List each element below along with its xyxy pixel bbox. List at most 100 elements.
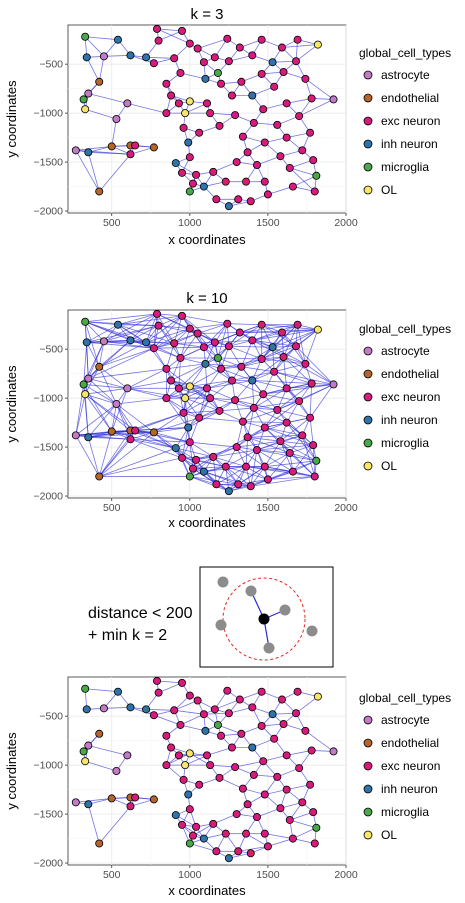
cell-point: [195, 413, 204, 422]
graph-edge: [210, 397, 236, 401]
cell-point: [184, 790, 193, 799]
cell-point: [213, 353, 222, 362]
graph-edge: [292, 827, 317, 839]
graph-edge: [117, 324, 159, 327]
graph-edge: [75, 435, 100, 477]
graph-edge: [280, 440, 316, 477]
cell-point: [95, 187, 104, 196]
radius-circle: [222, 577, 306, 661]
graph-edge: [203, 345, 229, 348]
cell-point: [252, 161, 261, 170]
center-point: [258, 613, 270, 625]
cell-point: [282, 418, 291, 427]
x-tick-label: 1000: [178, 869, 202, 881]
cell-point: [309, 156, 318, 165]
graph-edge: [166, 343, 175, 369]
graph-edge: [103, 340, 154, 349]
cell-point: [82, 53, 91, 62]
graph-edge: [85, 393, 117, 405]
graph-edge: [156, 28, 190, 44]
cell-point: [193, 329, 202, 338]
graph-edge: [247, 407, 255, 438]
legend-swatch: [363, 738, 373, 748]
graph-edge: [261, 324, 318, 330]
graph-edge: [274, 371, 312, 384]
graph-edge: [84, 394, 89, 438]
cell-point: [199, 467, 208, 476]
cell-point: [184, 423, 193, 432]
cell-point: [234, 847, 243, 856]
graph-edge: [203, 712, 229, 715]
cell-point: [193, 696, 202, 705]
cell-point: [227, 376, 236, 385]
cell-point: [84, 89, 93, 98]
graph-edge: [99, 457, 183, 477]
graph-edge: [166, 397, 189, 428]
cell-point: [248, 336, 257, 345]
cell-point: [298, 146, 307, 155]
x-tick-label: 1000: [178, 217, 202, 229]
graph-edge: [183, 410, 220, 414]
graph-edge: [88, 378, 117, 405]
graph-edge: [203, 323, 228, 348]
graph-edge: [199, 417, 243, 423]
cell-point: [179, 408, 188, 417]
graph-edge: [111, 403, 117, 432]
cell-point: [268, 343, 277, 352]
cell-point: [195, 128, 204, 137]
graph-edge: [134, 430, 176, 449]
graph-edge: [295, 44, 319, 62]
graph-edge: [272, 329, 319, 348]
graph-edge: [156, 313, 183, 317]
legend-label: inh neuron: [381, 413, 438, 427]
cell-point: [309, 808, 318, 817]
cell-point: [223, 319, 232, 328]
graph-edge: [245, 466, 269, 480]
x-tick-label: 500: [103, 502, 121, 514]
graph-edge: [183, 397, 211, 414]
legend-swatch: [363, 70, 373, 80]
graph-edge: [158, 315, 183, 327]
graph-edge: [286, 422, 317, 462]
neighbor-point: [215, 619, 227, 631]
graph-edge: [256, 155, 281, 166]
graph-edge: [88, 378, 128, 389]
cell-point: [142, 53, 151, 62]
cell-point: [79, 380, 88, 389]
cell-point: [276, 152, 285, 161]
cell-point: [192, 170, 201, 179]
cell-point: [178, 820, 187, 829]
cell-point: [95, 729, 104, 738]
graph-edge: [198, 388, 208, 418]
cell-point: [223, 686, 232, 695]
y-axis-title: y coordinates: [4, 365, 19, 443]
graph-edge: [197, 38, 228, 49]
graph-edge: [297, 324, 306, 364]
y-tick-label: −1000: [34, 760, 64, 772]
cell-point: [257, 35, 266, 44]
graph-edge: [158, 325, 181, 359]
cell-point: [95, 77, 104, 86]
x-tick-label: 500: [103, 869, 121, 881]
graph-edge: [256, 449, 294, 472]
graph-edge: [75, 403, 117, 436]
graph-edge: [85, 36, 119, 41]
cell-point: [71, 146, 80, 155]
graph-edge: [98, 430, 131, 477]
cell-point: [260, 462, 269, 471]
chart-panel-k3: k = 3 500 1000 1500 2000 −500 −1000 −1500 −200…: [4, 6, 358, 247]
cell-point: [181, 761, 190, 770]
cell-point: [188, 831, 197, 840]
cell-point: [243, 148, 252, 157]
cell-point: [268, 710, 277, 719]
graph-edge: [220, 368, 253, 381]
cell-point: [113, 35, 122, 44]
graph-edge: [181, 427, 189, 458]
cell-point: [202, 99, 211, 108]
graph-edge: [99, 347, 155, 368]
graph-edge: [86, 57, 100, 82]
y-axis-title: y coordinates: [4, 80, 19, 158]
graph-edge: [267, 838, 294, 847]
graph-edge: [103, 313, 158, 342]
cell-point: [279, 352, 288, 361]
